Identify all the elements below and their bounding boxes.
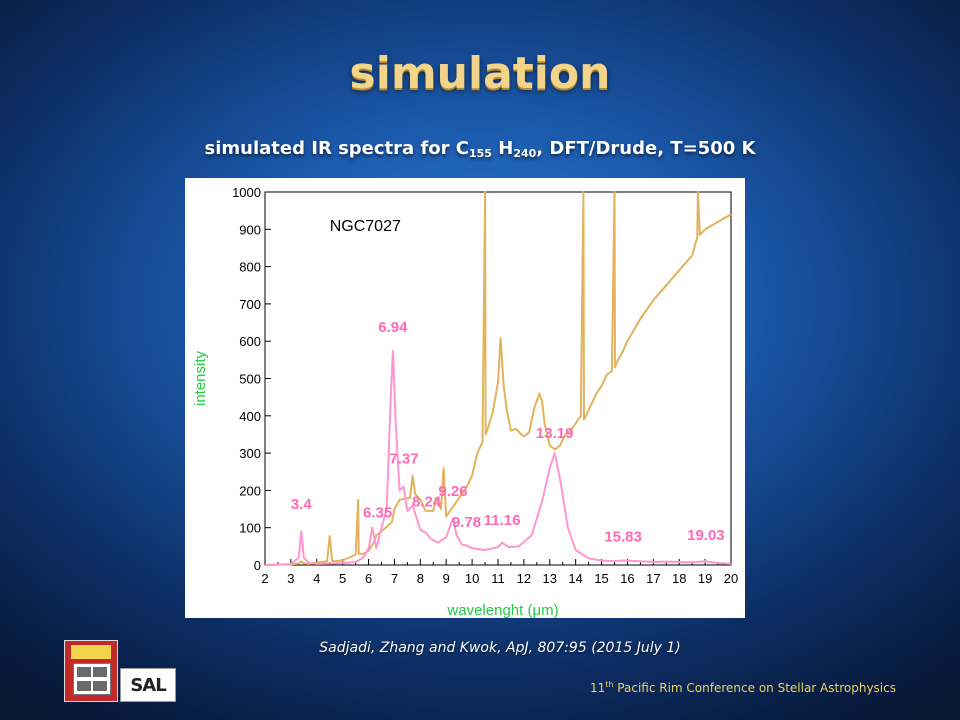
crest-quarter <box>93 667 107 677</box>
observed-spectrum-line <box>264 191 732 566</box>
sal-logo-mark: SAL <box>130 674 166 696</box>
peak-label: 8.24 <box>412 493 442 510</box>
x-tick-label: 2 <box>261 571 268 586</box>
peak-label: 7.37 <box>389 451 418 468</box>
chart-subtitle: simulated IR spectra for C155 H240, DFT/… <box>0 138 960 160</box>
conference-footer: 11th Pacific Rim Conference on Stellar A… <box>590 680 896 695</box>
x-tick-label: 6 <box>365 571 372 586</box>
crest-quarter <box>77 667 91 677</box>
peak-label: 9.78 <box>452 514 481 531</box>
peak-label: 13.19 <box>536 425 574 442</box>
sal-logo: SAL <box>120 668 176 702</box>
peak-label: 6.94 <box>378 319 408 336</box>
y-tick-label: 500 <box>239 372 261 387</box>
x-tick-label: 20 <box>724 571 738 586</box>
y-tick-label: 900 <box>239 222 261 237</box>
crest-quarter <box>93 681 107 691</box>
crest-quarter <box>77 681 91 691</box>
y-tick-label: 100 <box>239 521 261 536</box>
footer-part-2: Pacific Rim Conference on Stellar Astrop… <box>613 681 896 695</box>
peak-label: 3.4 <box>291 496 313 513</box>
x-tick-label: 9 <box>443 571 450 586</box>
x-tick-label: 10 <box>465 571 479 586</box>
y-tick-label: 1000 <box>232 185 261 200</box>
x-tick-label: 14 <box>568 571 582 586</box>
subtitle-part-1: simulated IR spectra for C <box>204 138 469 159</box>
x-tick-label: 7 <box>391 571 398 586</box>
x-tick-label: 3 <box>287 571 294 586</box>
peak-label: 15.83 <box>604 529 642 546</box>
citation: Sadjadi, Zhang and Kwok, ApJ, 807:95 (20… <box>319 640 681 656</box>
object-annotation: NGC7027 <box>330 218 401 235</box>
y-tick-label: 400 <box>239 409 261 424</box>
x-axis-label: wavelenght (μm) <box>446 602 558 618</box>
x-tick-label: 19 <box>698 571 712 586</box>
simulated-spectrum-line <box>264 349 732 566</box>
peak-label: 9.26 <box>438 483 467 500</box>
y-tick-label: 300 <box>239 446 261 461</box>
crest-lion-band <box>71 645 111 659</box>
x-tick-label: 16 <box>620 571 634 586</box>
x-tick-label: 5 <box>339 571 346 586</box>
x-tick-label: 17 <box>646 571 660 586</box>
peak-label: 6.35 <box>363 505 392 522</box>
x-tick-label: 15 <box>594 571 608 586</box>
y-tick-label: 200 <box>239 483 261 498</box>
peak-label: 19.03 <box>687 527 725 544</box>
footer-part-1: 11 <box>589 681 606 695</box>
footer-superscript: th <box>605 680 614 689</box>
ir-spectrum-chart: 2 3 4 5 6 7 8 9 10 11 12 13 14 15 16 17 18 19 200100200300… <box>192 185 738 618</box>
subtitle-subscript-carbon: 155 <box>469 147 492 160</box>
x-tick-label: 11 <box>491 571 505 586</box>
university-crest-logo <box>64 640 118 702</box>
x-tick-label: 8 <box>417 571 424 586</box>
x-tick-label: 4 <box>313 571 320 586</box>
y-tick-label: 700 <box>239 297 261 312</box>
y-tick-label: 0 <box>254 558 261 573</box>
y-tick-label: 600 <box>239 334 261 349</box>
y-tick-label: 800 <box>239 260 261 275</box>
y-axis-label: intensity <box>192 350 209 406</box>
subtitle-part-3: , DFT/Drude, T=500 K <box>536 138 756 159</box>
x-tick-label: 18 <box>672 571 686 586</box>
subtitle-subscript-hydrogen: 240 <box>513 147 537 160</box>
crest-shield <box>73 663 111 695</box>
chart-panel: 2 3 4 5 6 7 8 9 10 11 12 13 14 15 16 17 18 19 20 0 100 200 300… <box>185 178 745 618</box>
subtitle-part-2: H <box>491 138 514 159</box>
x-tick-label: 12 <box>517 571 531 586</box>
peak-label: 11.16 <box>484 512 521 529</box>
slide-title: simulation <box>349 48 611 99</box>
x-tick-label: 13 <box>543 571 557 586</box>
